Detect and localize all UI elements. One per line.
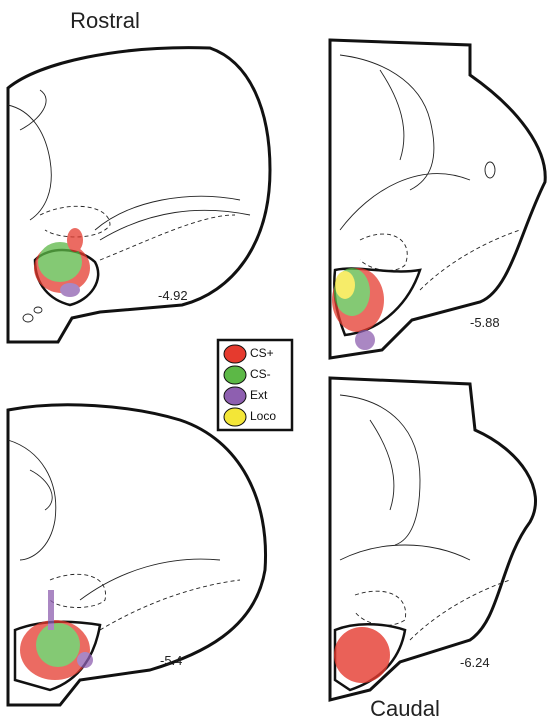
rostral-label: Rostral (70, 8, 140, 33)
section-3: -5.4 (8, 405, 266, 705)
figure: Rostral Caudal -4.92 -5.88 (0, 0, 549, 722)
section-4: -6.24 (330, 378, 536, 700)
section-label: -6.24 (460, 655, 490, 670)
legend-label: Loco (250, 409, 276, 423)
legend-swatch (224, 408, 246, 426)
section-label: -5.88 (470, 315, 500, 330)
legend-swatch (224, 387, 246, 405)
legend-label: CS+ (250, 346, 274, 360)
legend-label: CS- (250, 367, 271, 381)
legend-swatch (224, 345, 246, 363)
legend: CS+ CS- Ext Loco (218, 340, 292, 430)
caudal-label: Caudal (370, 696, 440, 721)
legend-label: Ext (250, 388, 268, 402)
legend-swatch (224, 366, 246, 384)
section-1: -4.92 (8, 48, 270, 342)
section-label: -5.4 (160, 653, 182, 668)
section-label: -4.92 (158, 288, 188, 303)
section-2: -5.88 (330, 40, 545, 358)
